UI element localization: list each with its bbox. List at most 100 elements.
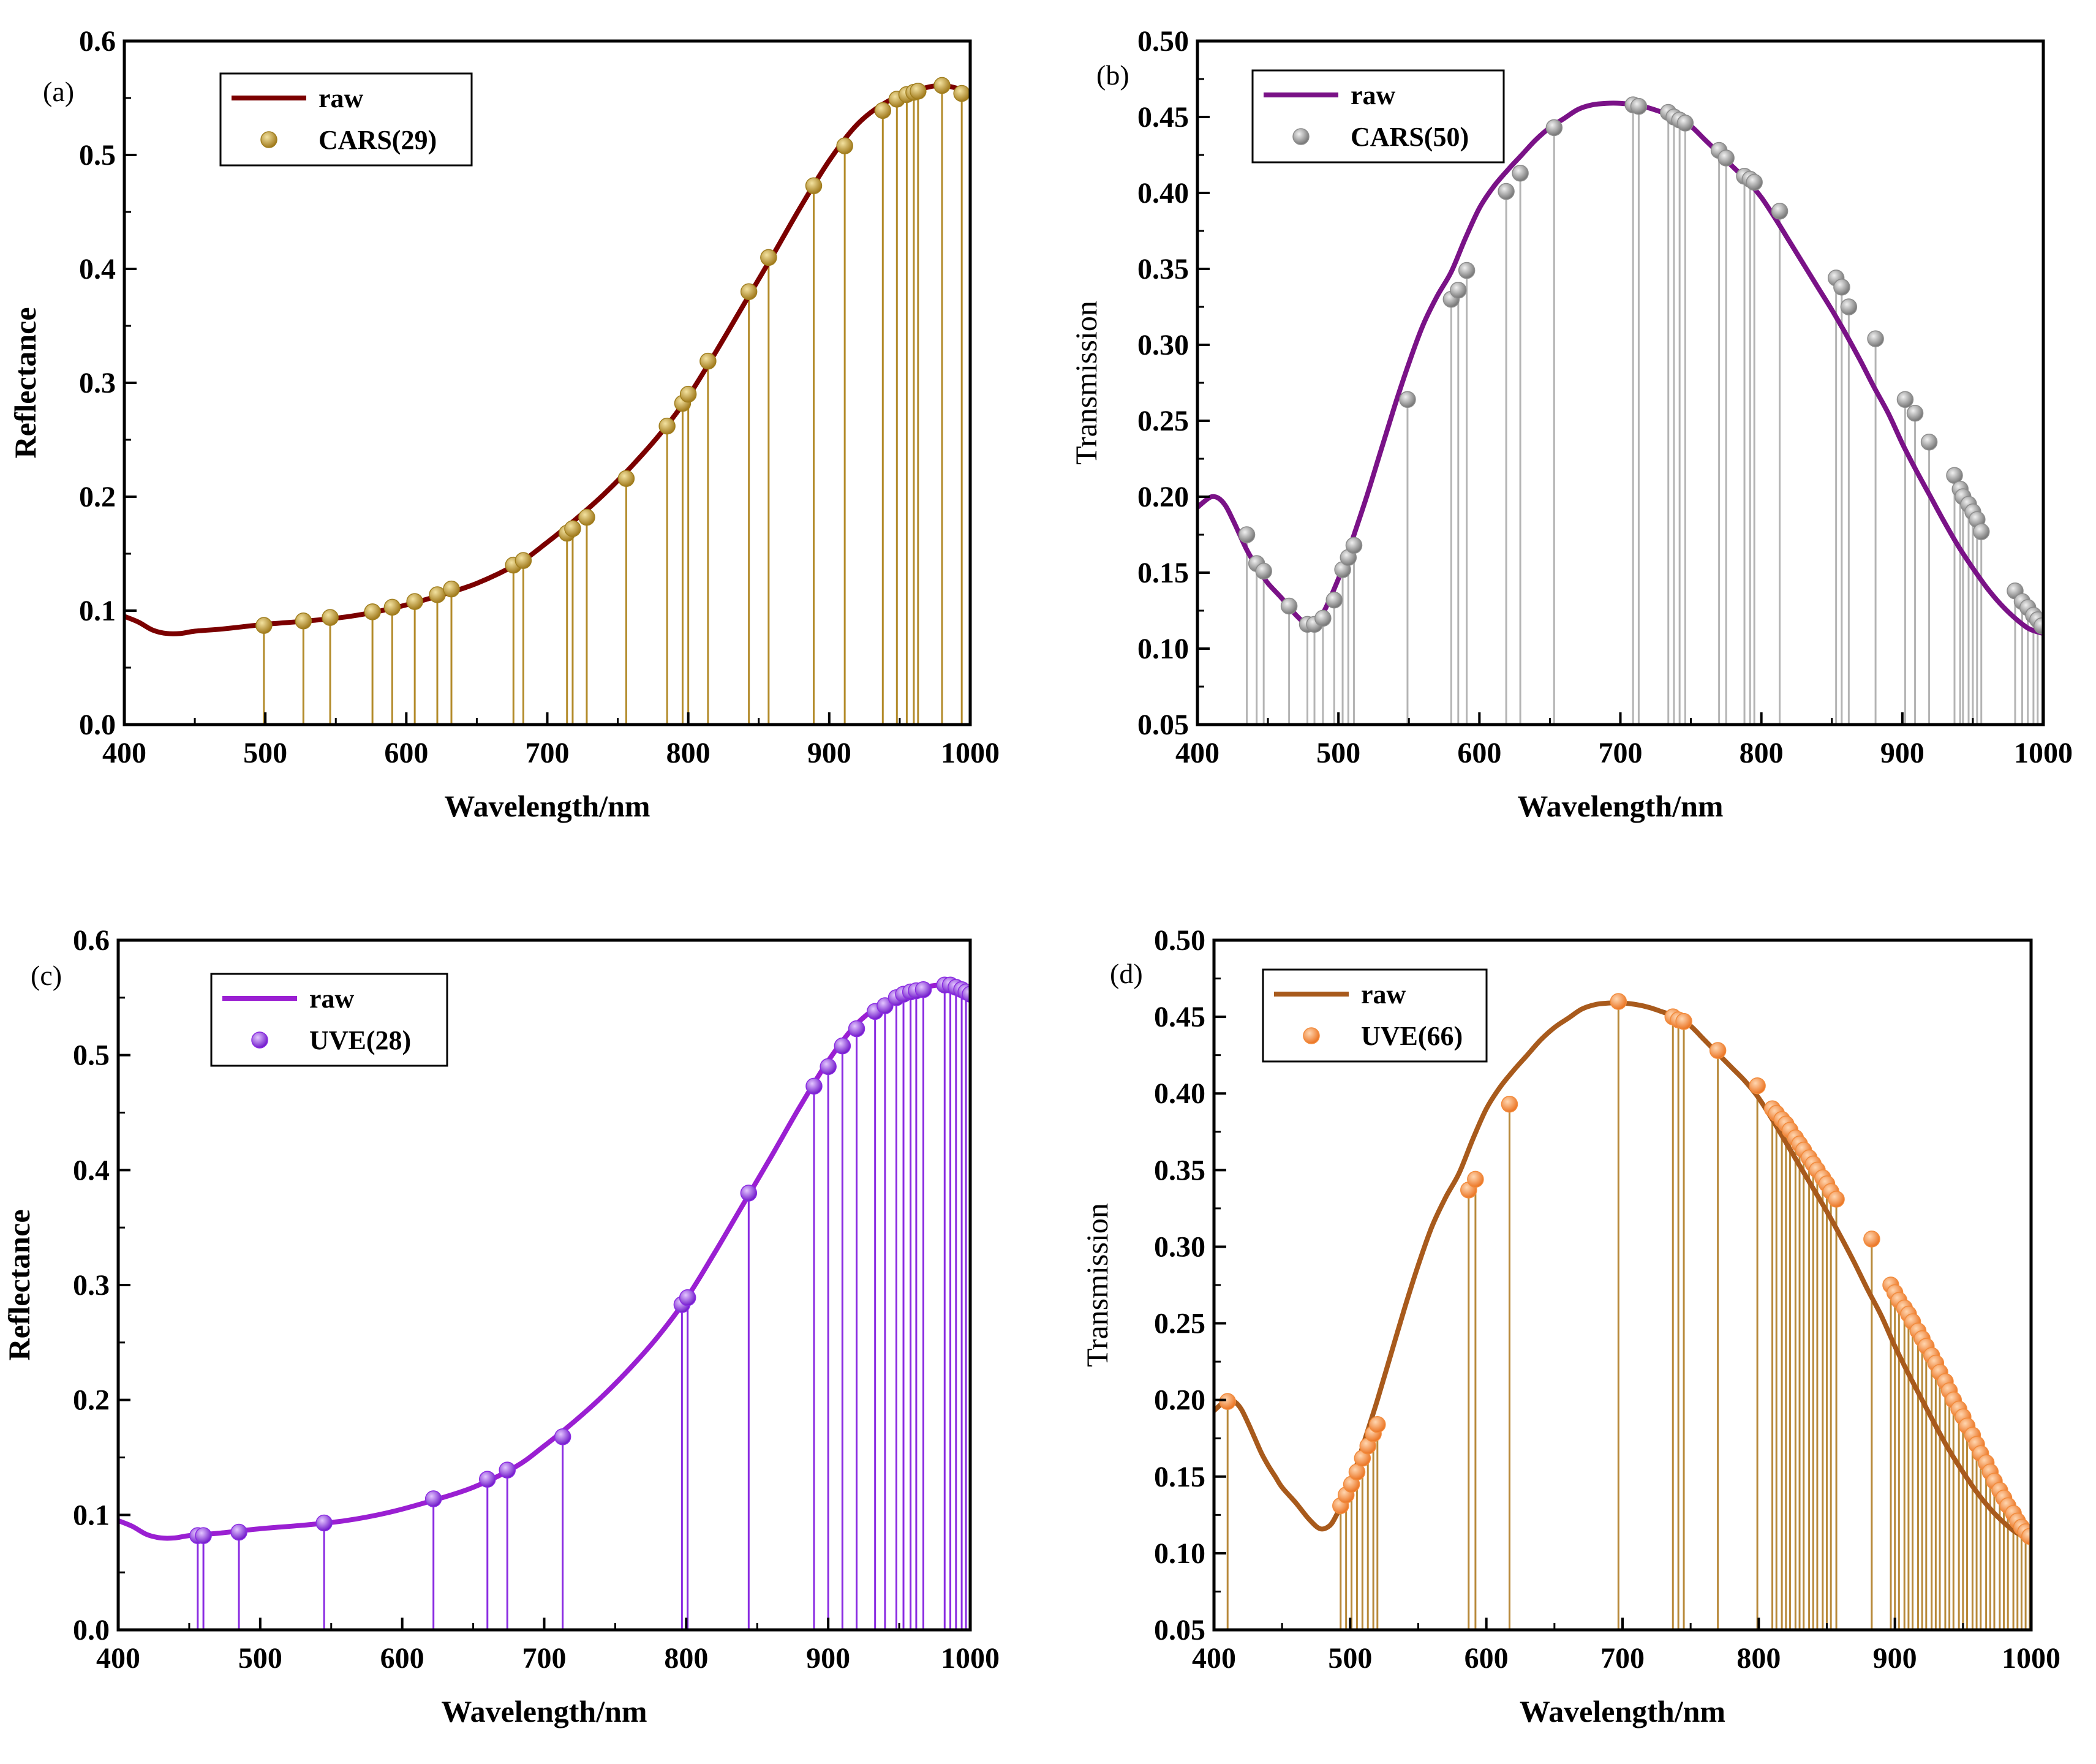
data-point (1467, 1170, 1484, 1188)
stems-CARS(29) (263, 85, 963, 725)
legend-label-selected: UVE(66) (1361, 1021, 1463, 1051)
data-point (1498, 183, 1515, 200)
x-tick-label: 1000 (941, 1642, 1000, 1675)
data-point (1828, 1191, 1845, 1208)
data-point (1314, 609, 1332, 627)
data-point (836, 137, 853, 154)
y-tick-label: 0.5 (79, 139, 116, 172)
data-point (699, 352, 717, 370)
y-tick-label: 0.30 (1137, 329, 1189, 361)
y-tick-label: 0.05 (1154, 1614, 1205, 1646)
data-point (315, 1514, 333, 1532)
data-point (760, 249, 777, 266)
panel-label: (a) (43, 76, 74, 107)
y-tick-label: 0.10 (1137, 633, 1189, 665)
y-tick-label: 0.3 (73, 1269, 110, 1302)
data-point (805, 177, 823, 194)
x-tick-label: 700 (522, 1642, 567, 1675)
y-tick-label: 0.6 (73, 924, 110, 957)
y-tick-label: 0.2 (73, 1384, 110, 1417)
y-tick-label: 0.05 (1137, 709, 1189, 741)
legend-marker-swatch (1292, 128, 1310, 145)
data-point (834, 1037, 851, 1055)
y-tick-label: 0.50 (1137, 25, 1189, 58)
x-axis: 400 500 600 700 800 900 1000 (96, 1618, 1000, 1675)
data-point (230, 1523, 247, 1541)
legend-marker-swatch (251, 1031, 268, 1049)
legend-box (1251, 69, 1505, 164)
x-tick-label: 800 (664, 1642, 708, 1675)
data-point (914, 981, 932, 998)
x-axis: 400 500 600 700 800 900 1000 (102, 712, 1000, 769)
series-line-raw (1214, 1000, 2031, 1540)
stems-CARS(50) (1246, 105, 2043, 725)
data-point (195, 1527, 212, 1544)
y-axis: 0.0 0.1 0.2 0.3 0.4 0.5 0.6 (73, 924, 130, 1646)
y-tick-label: 0.0 (79, 709, 116, 741)
data-point (876, 997, 894, 1014)
data-point (1369, 1415, 1386, 1433)
data-point (1399, 391, 1416, 409)
y-axis: 0.05 0.10 0.15 0.20 0.25 0.30 0.35 0.40 0.45 0.50 (1154, 924, 1226, 1646)
x-axis: 400 500 600 700 800 900 1000 (1175, 712, 2073, 769)
panel-label: (d) (1110, 958, 1143, 989)
stems-UVE(28) (197, 985, 970, 1630)
y-tick-label: 0.35 (1137, 253, 1189, 285)
y-tick-label: 0.15 (1137, 557, 1189, 589)
x-tick-label: 1000 (941, 737, 1000, 769)
data-point (740, 283, 758, 300)
data-point (1325, 591, 1343, 609)
y-tick-label: 0.20 (1137, 481, 1189, 513)
data-point (1280, 597, 1298, 615)
data-point (1630, 97, 1648, 115)
data-point (578, 508, 595, 526)
legend-label-raw: raw (1361, 979, 1406, 1009)
data-point (658, 417, 676, 435)
y-axis-title: Transmission (1080, 1203, 1114, 1367)
panel-d: 400 500 600 700 800 900 10000.050.100.150.200.… (1080, 924, 2060, 1728)
y-tick-label: 0.45 (1154, 1001, 1205, 1033)
data-point (874, 102, 892, 119)
x-tick-label: 600 (384, 737, 428, 769)
x-tick-label: 900 (807, 737, 851, 769)
x-tick-label: 500 (238, 1642, 282, 1675)
y-tick-label: 0.50 (1154, 924, 1205, 957)
data-point (564, 520, 581, 537)
y-tick-label: 0.2 (79, 481, 116, 513)
legend-label-selected: CARS(50) (1351, 122, 1469, 152)
data-point (424, 1490, 442, 1507)
legend-marker-swatch (260, 131, 277, 148)
x-tick-label: 500 (1316, 737, 1360, 769)
markers-CARS(50) (1238, 96, 2043, 635)
y-tick-label: 0.1 (79, 595, 116, 627)
data-point (1219, 1393, 1236, 1410)
legend: raw UVE(28) (210, 973, 448, 1067)
data-point (933, 77, 951, 94)
y-tick-label: 0.3 (79, 367, 116, 399)
data-point (1675, 1012, 1692, 1030)
markers-UVE(66) (1219, 993, 2031, 1545)
data-point (910, 83, 927, 100)
y-tick-label: 0.15 (1154, 1461, 1205, 1493)
data-point (406, 593, 423, 610)
data-point (1238, 526, 1256, 543)
data-point (429, 586, 446, 603)
y-axis-title: Transmission (1069, 301, 1103, 465)
data-point (1840, 298, 1858, 315)
data-point (1746, 173, 1763, 191)
data-point (554, 1428, 571, 1446)
data-point (383, 598, 401, 616)
legend-label-raw: raw (319, 83, 364, 113)
y-axis: 0.0 0.1 0.2 0.3 0.4 0.5 0.6 (79, 25, 137, 741)
x-tick-label: 400 (102, 737, 146, 769)
x-tick-label: 600 (1465, 1642, 1509, 1675)
y-tick-label: 0.1 (73, 1499, 110, 1531)
x-tick-label: 800 (666, 737, 711, 769)
data-point (295, 612, 312, 630)
x-tick-label: 400 (96, 1642, 140, 1675)
plot-area (118, 976, 970, 1630)
legend-box (1262, 968, 1488, 1063)
y-tick-label: 0.0 (73, 1614, 110, 1646)
y-axis-title: Reflectance (2, 1209, 36, 1360)
x-tick-label: 1000 (2014, 737, 2073, 769)
